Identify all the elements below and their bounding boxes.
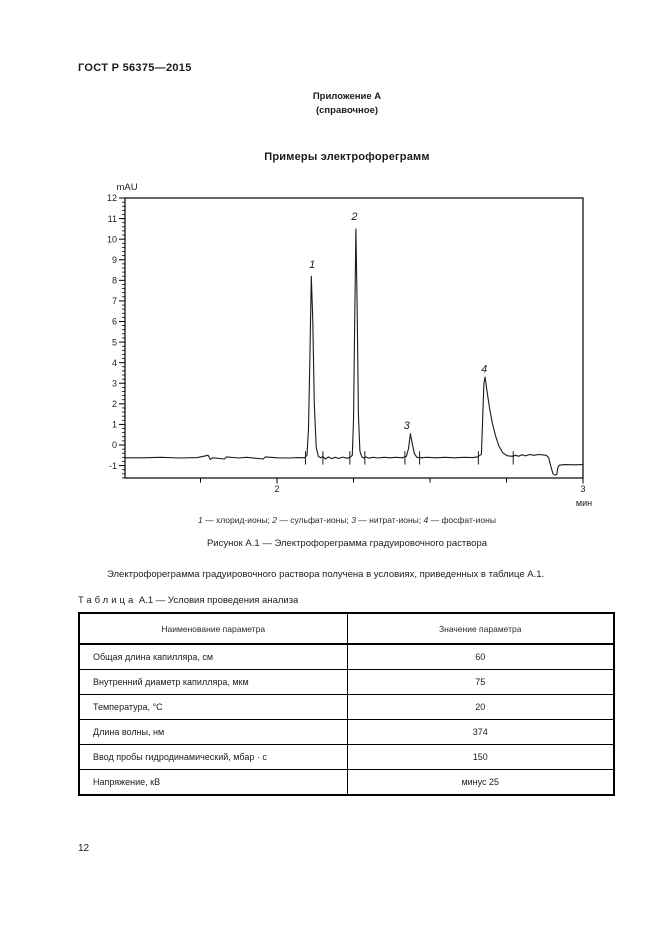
parameter-name: Ввод пробы гидродинамический, мбар · с [79, 744, 347, 770]
parameter-value: 75 [346, 669, 614, 695]
y-axis [119, 197, 125, 479]
table-title-rest: А.1 — Условия проведения анализа [138, 595, 299, 606]
y-tick-label: -1 [109, 461, 117, 471]
conditions-table-body: Общая длина капилляра, см 60 Внутренний ди… [79, 643, 614, 795]
parameter-name: Длина волны, нм [79, 719, 347, 745]
y-tick-label: 2 [112, 399, 117, 409]
y-tick-label: 5 [112, 337, 117, 347]
x-tick-label: 2 [274, 484, 279, 494]
legend-item: 1 — хлорид-ионы; [198, 515, 273, 525]
legend-item: 3 — нитрат-ионы; [351, 515, 424, 525]
parameter-name: Напряжение, кВ [79, 769, 347, 795]
column-header-parameter: Наименование параметра [79, 613, 347, 645]
table-row: Общая длина капилляра, см 60 [79, 643, 614, 670]
table-row: Ввод пробы гидродинамический, мбар · с 15… [79, 744, 614, 770]
y-tick-label: 12 [107, 193, 117, 203]
parameter-name: Общая длина капилляра, см [79, 643, 347, 670]
y-tick-label: 4 [112, 358, 117, 368]
table-title: Таблица А.1 — Условия проведения анализа [78, 595, 298, 606]
intro-paragraph: Электрофореграмма градуировочного раство… [107, 569, 545, 580]
figure-legend: 1 — хлорид-ионы; 2 — сульфат-ионы; 3 — н… [78, 515, 616, 525]
table-row: Длина волны, нм 374 [79, 719, 614, 745]
peak-label-3: 3 [404, 420, 411, 432]
conditions-table: Наименование параметра Значение параметр… [78, 612, 615, 796]
column-header-value: Значение параметра [346, 613, 614, 645]
y-tick-label: 3 [112, 378, 117, 388]
parameter-value: 60 [346, 643, 614, 670]
x-axis [200, 478, 584, 484]
y-tick-label: 8 [112, 276, 117, 286]
peak-label-4: 4 [481, 364, 487, 376]
y-tick-label: 6 [112, 317, 117, 327]
peak-labels: 1 2 3 4 [309, 211, 487, 432]
signal-trace [124, 228, 584, 476]
y-tick-label: 0 [112, 440, 117, 450]
y-axis-unit: mAU [116, 182, 137, 193]
page-number: 12 [78, 843, 90, 854]
parameter-value: минус 25 [346, 769, 614, 795]
x-tick-label: 3 [580, 484, 585, 494]
y-tick-label: 9 [112, 255, 117, 265]
legend-item: 2 — сульфат-ионы; [272, 515, 352, 525]
table-row: Напряжение, кВ минус 25 [79, 769, 614, 795]
annex-block: Приложение А (справочное) [78, 90, 616, 118]
parameter-value: 150 [346, 744, 614, 770]
section-title: Примеры электрофореграмм [264, 151, 430, 163]
document-header: ГОСТ Р 56375—2015 [78, 62, 192, 74]
table-row: Температура, °С 20 [79, 694, 614, 720]
table-title-word: Таблица [78, 595, 137, 606]
annex-title: Приложение А [312, 91, 382, 102]
peak-label-2: 2 [350, 211, 357, 223]
y-tick-label: 11 [108, 214, 117, 224]
annex-subtitle: (справочное) [315, 105, 379, 116]
legend-item: 4 — фосфат-ионы [423, 515, 496, 525]
y-tick-label: 1 [112, 420, 117, 430]
table-header-row: Наименование параметра Значение параметр… [79, 613, 614, 645]
parameter-value: 374 [346, 719, 614, 745]
y-tick-label: 7 [112, 296, 117, 306]
y-tick-label: 10 [107, 234, 117, 244]
x-axis-unit: мин [576, 498, 592, 508]
parameter-name: Температура, °С [79, 694, 347, 720]
parameter-name: Внутренний диаметр капилляра, мкм [79, 669, 347, 695]
figure-caption: Рисунок А.1 — Электрофореграмма градуиро… [206, 538, 488, 549]
table-row: Внутренний диаметр капилляра, мкм 75 [79, 669, 614, 695]
parameter-value: 20 [346, 694, 614, 720]
peak-label-1: 1 [309, 259, 315, 271]
integration-marks [304, 451, 514, 465]
